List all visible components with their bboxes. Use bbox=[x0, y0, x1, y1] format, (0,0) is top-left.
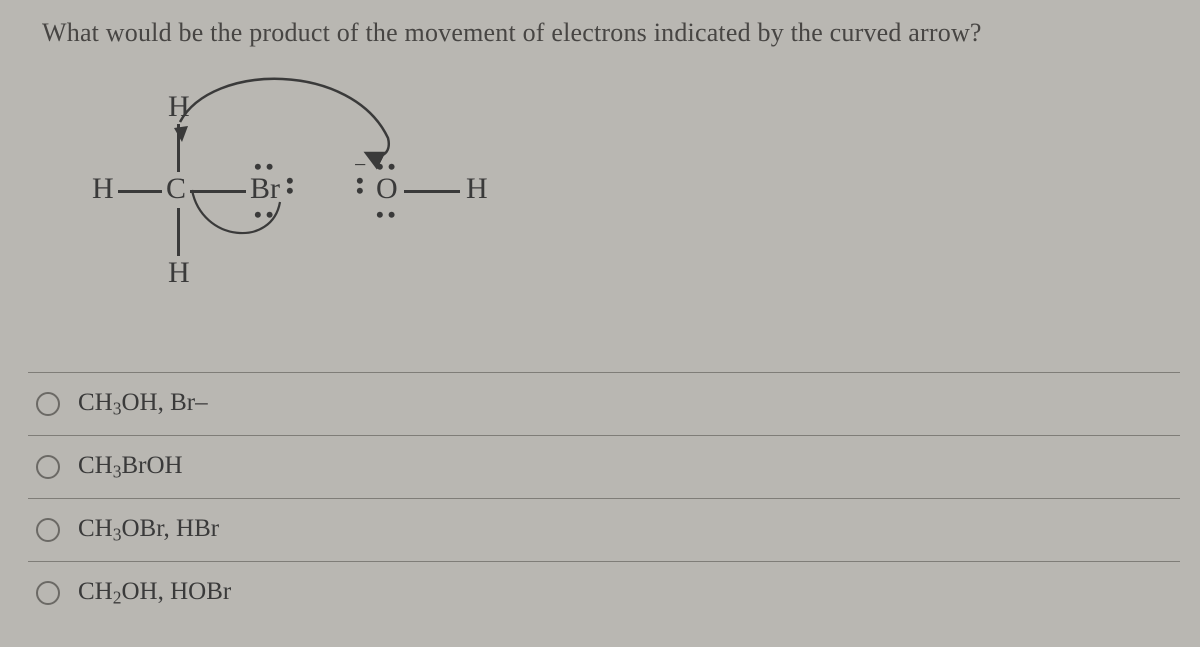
option-label: CH3BrOH bbox=[78, 452, 183, 482]
option-row[interactable]: CH3OBr, HBr bbox=[28, 498, 1180, 561]
option-row[interactable]: CH2OH, HOBr bbox=[28, 561, 1180, 624]
curved-arrow bbox=[92, 72, 612, 312]
option-row[interactable]: CH3BrOH bbox=[28, 435, 1180, 498]
radio-icon[interactable] bbox=[36, 455, 60, 479]
option-label: CH3OH, Br– bbox=[78, 389, 208, 419]
radio-icon[interactable] bbox=[36, 518, 60, 542]
mechanism-diagram: H C H H Br •• •• •• − •• O •• •• H bbox=[92, 72, 612, 312]
answer-options: CH3OH, Br– CH3BrOH CH3OBr, HBr CH2OH, HO… bbox=[28, 372, 1180, 624]
page: What would be the product of the movemen… bbox=[0, 0, 1200, 647]
option-label: CH2OH, HOBr bbox=[78, 578, 231, 608]
option-label: CH3OBr, HBr bbox=[78, 515, 219, 545]
question-text: What would be the product of the movemen… bbox=[42, 18, 982, 48]
option-row[interactable]: CH3OH, Br– bbox=[28, 372, 1180, 435]
radio-icon[interactable] bbox=[36, 581, 60, 605]
radio-icon[interactable] bbox=[36, 392, 60, 416]
